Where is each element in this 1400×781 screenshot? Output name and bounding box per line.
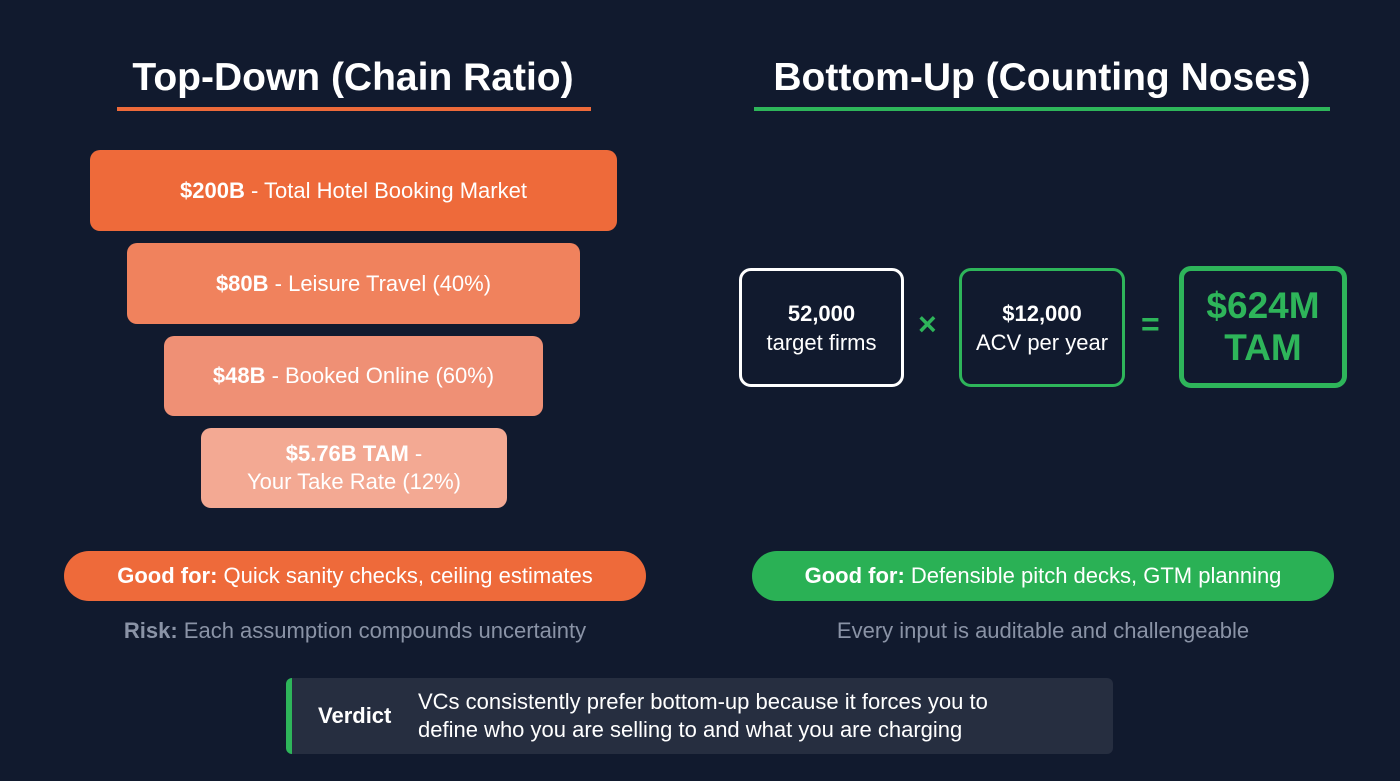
- verdict-label: Verdict: [318, 703, 392, 728]
- equals-sign: =: [1141, 306, 1160, 342]
- bottom-up-underline: [754, 107, 1330, 111]
- top-down-risk: Risk: Each assumption compounds uncertai…: [123, 618, 587, 643]
- acv-box: $12,000 ACV per year: [959, 268, 1125, 387]
- funnel-level-2: $80B - Leisure Travel (40%): [127, 243, 580, 324]
- top-down-title: Top-Down (Chain Ratio): [132, 56, 574, 99]
- funnel-level-4: $5.76B TAM - Your Take Rate (12%): [201, 428, 507, 508]
- multiply-sign: ×: [918, 306, 937, 342]
- tam-result-box: $624M TAM: [1179, 266, 1347, 388]
- bottom-up-title: Bottom-Up (Counting Noses): [773, 56, 1311, 99]
- target-firms-box: 52,000 target firms: [739, 268, 904, 387]
- top-down-underline: [117, 107, 591, 111]
- top-down-good-for: Good for: Quick sanity checks, ceiling e…: [64, 551, 646, 601]
- verdict-text: VCs consistently prefer bottom-up becaus…: [418, 689, 988, 742]
- bottom-up-note: Every input is auditable and challengeab…: [836, 618, 1250, 643]
- verdict-box: Verdict VCs consistently prefer bottom-u…: [286, 678, 1113, 754]
- funnel-level-3: $48B - Booked Online (60%): [164, 336, 543, 416]
- funnel-level-1: $200B - Total Hotel Booking Market: [90, 150, 617, 231]
- bottom-up-good-for: Good for: Defensible pitch decks, GTM pl…: [752, 551, 1334, 601]
